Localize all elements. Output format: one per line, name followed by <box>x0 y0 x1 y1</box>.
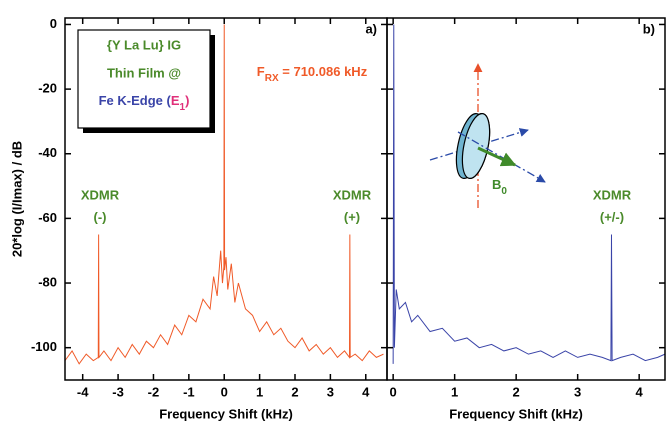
x-tick-label: 0 <box>221 384 228 399</box>
x-tick-label: -2 <box>148 384 160 399</box>
x-tick-label: 2 <box>291 384 298 399</box>
y-tick-label: -80 <box>38 274 57 289</box>
x-tick-label: 0 <box>390 384 397 399</box>
y-tick-label: 0 <box>50 16 57 31</box>
annotation: (+/-) <box>600 209 624 224</box>
x-tick-label: 4 <box>362 384 370 399</box>
x-tick-label: 1 <box>451 384 458 399</box>
panel-label: b) <box>643 21 655 36</box>
frequency-label: FRX = 710.086 kHz <box>257 64 368 84</box>
x-tick-label: 3 <box>574 384 581 399</box>
annotation: XDMR <box>593 187 632 202</box>
spectrum-line <box>392 24 666 364</box>
y-tick-label: -100 <box>31 339 57 354</box>
y-tick-label: -60 <box>38 210 57 225</box>
text-part: Fe K-Edge ( <box>99 93 172 108</box>
x-axis-label: Frequency Shift (kHz) <box>449 406 583 421</box>
x-tick-label: 1 <box>256 384 263 399</box>
text-part: B <box>492 177 501 192</box>
annotation: (-) <box>94 209 107 224</box>
panel-label: a) <box>365 21 377 36</box>
text-part: = 710.086 kHz <box>279 64 368 79</box>
geometry-diagram <box>77 29 546 208</box>
x-tick-label: -1 <box>183 384 195 399</box>
y-axis-label: 20*log (I/Imax) / dB <box>9 141 24 257</box>
text-part: RX <box>265 73 279 84</box>
y-tick-label: -40 <box>38 145 57 160</box>
annotation: (+) <box>344 209 360 224</box>
field-label: B0 <box>492 177 507 197</box>
text-part: ) <box>185 93 189 108</box>
x-tick-label: 2 <box>513 384 520 399</box>
x-tick-label: 4 <box>636 384 644 399</box>
x-tick-label: -4 <box>77 384 89 399</box>
text-part: F <box>257 64 265 79</box>
annotation: XDMR <box>81 187 120 202</box>
x-axis-label: Frequency Shift (kHz) <box>159 406 293 421</box>
inset-text: {Y La Lu} IG <box>107 37 181 52</box>
text-part: E <box>171 93 180 108</box>
text-part: 0 <box>501 186 507 197</box>
inset-text: Thin Film @ <box>107 65 181 80</box>
plot-frame <box>386 17 666 381</box>
x-tick-label: -3 <box>112 384 124 399</box>
annotation: XDMR <box>333 187 372 202</box>
inset-text: Fe K-Edge (E1) <box>99 93 190 113</box>
text-part: 1 <box>180 102 186 113</box>
y-tick-label: -20 <box>38 81 57 96</box>
spectrum-line <box>64 24 384 365</box>
x-tick-label: 3 <box>327 384 334 399</box>
